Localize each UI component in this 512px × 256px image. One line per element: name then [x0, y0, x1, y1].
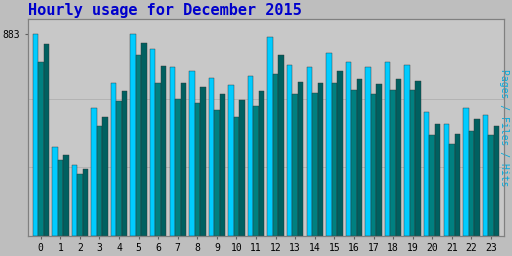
- Bar: [228, 85, 234, 236]
- Bar: [357, 79, 362, 236]
- Bar: [175, 99, 181, 236]
- Bar: [376, 84, 382, 236]
- Bar: [267, 37, 273, 236]
- Bar: [122, 91, 127, 236]
- Bar: [102, 117, 108, 236]
- Bar: [279, 56, 284, 236]
- Bar: [435, 124, 440, 236]
- Bar: [494, 126, 499, 236]
- Bar: [430, 135, 435, 236]
- Bar: [150, 49, 156, 236]
- Bar: [351, 90, 357, 236]
- Bar: [365, 67, 371, 236]
- Bar: [72, 165, 77, 236]
- Bar: [385, 62, 390, 236]
- Text: Hourly usage for December 2015: Hourly usage for December 2015: [28, 3, 302, 18]
- Bar: [63, 155, 69, 236]
- Bar: [91, 108, 97, 236]
- Bar: [131, 34, 136, 236]
- Bar: [181, 83, 186, 236]
- Bar: [33, 34, 38, 236]
- Bar: [298, 82, 304, 236]
- Bar: [317, 83, 323, 236]
- Bar: [455, 134, 460, 236]
- Bar: [326, 53, 332, 236]
- Bar: [141, 43, 147, 236]
- Bar: [474, 119, 480, 236]
- Bar: [97, 126, 102, 236]
- Bar: [483, 115, 488, 236]
- Bar: [200, 87, 206, 236]
- Bar: [468, 131, 474, 236]
- Bar: [57, 160, 63, 236]
- Bar: [443, 124, 449, 236]
- Bar: [214, 110, 220, 236]
- Y-axis label: Pages / Files / Hits: Pages / Files / Hits: [499, 69, 509, 186]
- Bar: [248, 76, 253, 236]
- Bar: [161, 66, 166, 236]
- Bar: [195, 103, 200, 236]
- Bar: [404, 65, 410, 236]
- Bar: [424, 112, 430, 236]
- Bar: [449, 144, 455, 236]
- Bar: [156, 83, 161, 236]
- Bar: [220, 94, 225, 236]
- Bar: [390, 90, 396, 236]
- Bar: [396, 79, 401, 236]
- Bar: [337, 71, 343, 236]
- Bar: [82, 169, 88, 236]
- Bar: [292, 94, 298, 236]
- Bar: [136, 56, 141, 236]
- Bar: [44, 44, 49, 236]
- Bar: [253, 105, 259, 236]
- Bar: [38, 62, 44, 236]
- Bar: [415, 81, 421, 236]
- Bar: [77, 174, 82, 236]
- Bar: [410, 90, 415, 236]
- Bar: [346, 62, 351, 236]
- Bar: [169, 67, 175, 236]
- Bar: [371, 94, 376, 236]
- Bar: [463, 108, 468, 236]
- Bar: [116, 101, 122, 236]
- Bar: [234, 117, 239, 236]
- Bar: [307, 67, 312, 236]
- Bar: [259, 91, 264, 236]
- Bar: [287, 65, 292, 236]
- Bar: [273, 74, 279, 236]
- Bar: [488, 135, 494, 236]
- Bar: [189, 71, 195, 236]
- Bar: [52, 147, 57, 236]
- Bar: [312, 93, 317, 236]
- Bar: [239, 100, 245, 236]
- Bar: [209, 78, 214, 236]
- Bar: [332, 83, 337, 236]
- Bar: [111, 83, 116, 236]
